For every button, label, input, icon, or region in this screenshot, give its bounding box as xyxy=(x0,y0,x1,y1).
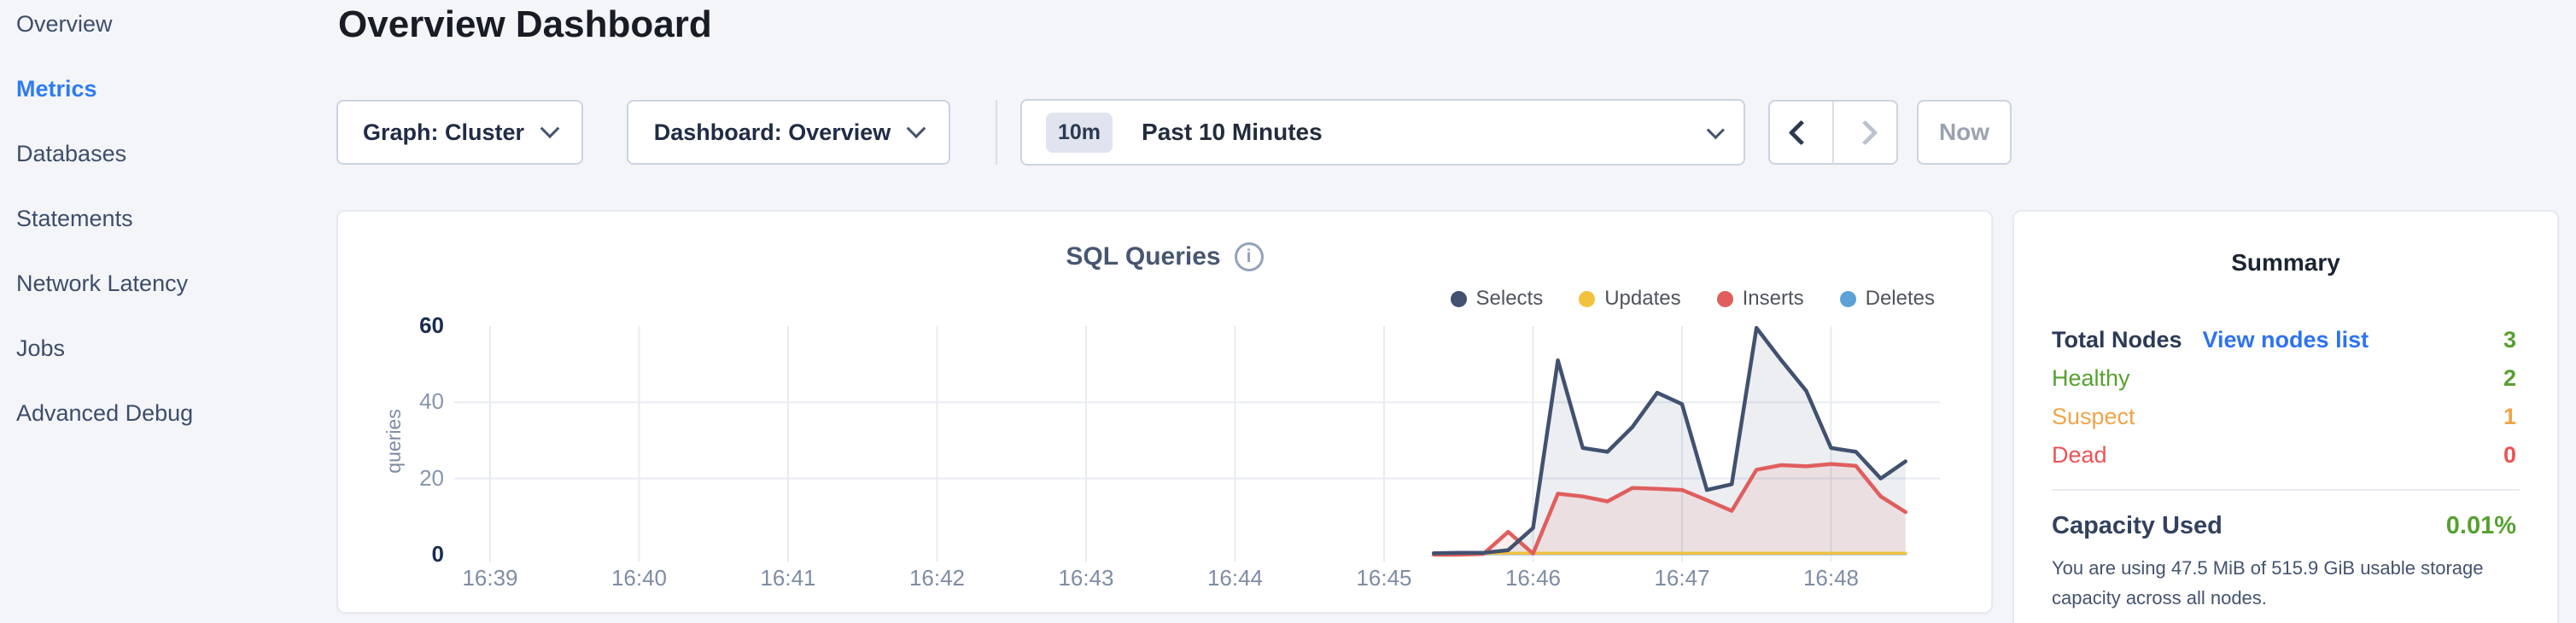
legend-item-selects[interactable]: Selects xyxy=(1450,287,1544,311)
capacity-description: You are using 47.5 MiB of 515.9 GiB usab… xyxy=(2052,557,2484,609)
legend-item-inserts[interactable]: Inserts xyxy=(1716,287,1804,311)
sidebar-item-advanced-debug[interactable]: Advanced Debug xyxy=(16,400,194,426)
info-icon[interactable]: i xyxy=(1234,242,1264,271)
chevron-down-icon xyxy=(540,119,560,139)
healthy-nodes-row: Healthy 2 xyxy=(2052,359,2516,398)
legend-item-updates[interactable]: Updates xyxy=(1579,287,1681,311)
chart-legend: Selects Updates Inserts Deletes xyxy=(1450,287,1935,311)
page-title: Overview Dashboard xyxy=(338,3,712,45)
legend-dot-icon xyxy=(1579,290,1596,307)
legend-item-deletes[interactable]: Deletes xyxy=(1839,287,1935,311)
legend-dot-icon xyxy=(1839,290,1856,307)
time-backward-button[interactable] xyxy=(1770,102,1834,163)
summary-panel: Summary Total Nodes View nodes list 3 He… xyxy=(2012,210,2559,623)
sidebar-item-overview[interactable]: Overview xyxy=(16,11,113,37)
chevron-down-icon xyxy=(906,119,926,139)
healthy-label: Healthy xyxy=(2052,365,2130,391)
dead-label: Dead xyxy=(2052,442,2107,468)
x-tick-label: 16:45 xyxy=(1356,565,1412,591)
suspect-value: 1 xyxy=(2503,404,2516,429)
legend-dot-icon xyxy=(1716,290,1733,307)
y-tick-label: 60 xyxy=(419,312,444,338)
legend-label: Inserts xyxy=(1742,287,1804,310)
chevron-right-icon xyxy=(1852,119,1878,145)
x-tick-label: 16:46 xyxy=(1504,565,1562,591)
total-nodes-label: Total Nodes xyxy=(2052,327,2182,352)
time-range-label: Past 10 Minutes xyxy=(1142,119,1323,145)
legend-label: Updates xyxy=(1604,287,1681,310)
time-range-selector[interactable]: 10m Past 10 Minutes xyxy=(1020,99,1745,166)
legend-dot-icon xyxy=(1450,290,1467,307)
graph-dropdown-label: Graph: Cluster xyxy=(362,119,525,145)
x-tick-label: 16:39 xyxy=(462,565,518,591)
chevron-down-icon xyxy=(1706,120,1725,139)
y-tick-label: 40 xyxy=(419,388,444,415)
suspect-nodes-row: Suspect 1 xyxy=(2052,398,2516,436)
controls-divider xyxy=(996,100,997,165)
total-nodes-row: Total Nodes View nodes list 3 xyxy=(2052,321,2516,359)
total-nodes-value: 3 xyxy=(2503,327,2516,352)
capacity-used-value: 0.01% xyxy=(2445,512,2516,539)
sidebar-item-network-latency[interactable]: Network Latency xyxy=(16,271,189,296)
legend-label: Selects xyxy=(1475,287,1544,310)
x-tick-label: 16:41 xyxy=(760,565,816,591)
chevron-left-icon xyxy=(1788,119,1814,145)
sql-queries-chart-card: SQL Queries i Selects Updates Inserts Delet… xyxy=(336,210,1993,614)
chart-title: SQL Queries xyxy=(1066,242,1221,271)
x-tick-label: 16:48 xyxy=(1802,565,1860,591)
healthy-value: 2 xyxy=(2503,365,2516,391)
sidebar: Overview Metrics Databases Statements Networ… xyxy=(0,0,335,623)
now-button[interactable]: Now xyxy=(1917,100,2012,165)
y-tick-label: 20 xyxy=(419,464,444,491)
now-button-label: Now xyxy=(1938,119,1990,145)
x-tick-label: 16:47 xyxy=(1654,565,1710,591)
legend-label: Deletes xyxy=(1865,287,1935,310)
summary-title: Summary xyxy=(2231,249,2340,276)
x-tick-label: 16:42 xyxy=(908,565,966,591)
y-tick-label: 0 xyxy=(431,541,444,567)
view-nodes-list-link[interactable]: View nodes list xyxy=(2202,327,2369,352)
time-forward-button[interactable] xyxy=(1834,102,1896,163)
sidebar-item-metrics[interactable]: Metrics xyxy=(16,76,97,102)
x-tick-label: 16:44 xyxy=(1206,565,1264,591)
dashboard-dropdown-label: Dashboard: Overview xyxy=(653,119,891,145)
summary-rows: Total Nodes View nodes list 3 Healthy 2 … xyxy=(2052,321,2516,475)
time-step-buttons xyxy=(1768,100,1898,165)
x-tick-label: 16:40 xyxy=(610,565,668,591)
capacity-used-label: Capacity Used xyxy=(2052,512,2223,539)
sidebar-item-databases[interactable]: Databases xyxy=(16,141,127,166)
dead-value: 0 xyxy=(2503,442,2516,468)
sql-queries-plot[interactable] xyxy=(454,326,1940,574)
graph-dropdown[interactable]: Graph: Cluster xyxy=(336,100,583,165)
time-range-badge: 10m xyxy=(1046,112,1113,153)
sidebar-item-jobs[interactable]: Jobs xyxy=(16,335,66,361)
capacity-used-row: Capacity Used 0.01% xyxy=(2052,512,2516,540)
sidebar-nav: Overview Metrics Databases Statements Networ… xyxy=(16,0,193,445)
sidebar-item-statements[interactable]: Statements xyxy=(16,206,133,231)
suspect-label: Suspect xyxy=(2052,404,2135,429)
dashboard-dropdown[interactable]: Dashboard: Overview xyxy=(627,100,950,165)
summary-divider xyxy=(2052,489,2520,491)
x-tick-label: 16:43 xyxy=(1058,565,1114,591)
dead-nodes-row: Dead 0 xyxy=(2052,436,2516,475)
chart-title-row: SQL Queries i xyxy=(338,242,1991,271)
